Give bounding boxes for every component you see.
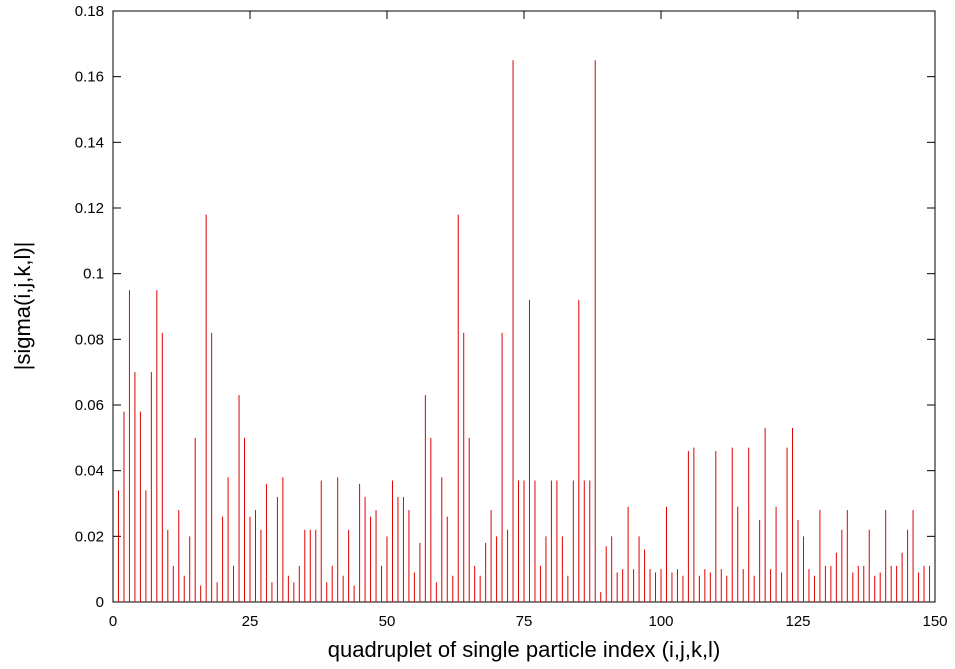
x-tick-label: 100 — [648, 613, 673, 630]
y-tick-label: 0.02 — [75, 528, 104, 545]
y-tick-label: 0.14 — [75, 134, 104, 151]
x-tick-label: 0 — [109, 613, 117, 630]
y-axis-label: |sigma(i,j,k,l)| — [10, 242, 35, 371]
y-tick-label: 0.04 — [75, 463, 104, 480]
x-tick-label: 150 — [922, 613, 947, 630]
x-axis-label: quadruplet of single particle index (i,j… — [328, 637, 721, 662]
x-tick-label: 125 — [785, 613, 810, 630]
y-tick-label: 0.06 — [75, 397, 104, 414]
y-tick-label: 0.1 — [83, 266, 104, 283]
x-tick-label: 25 — [242, 613, 259, 630]
y-tick-label: 0.18 — [75, 3, 104, 20]
y-tick-label: 0.08 — [75, 331, 104, 348]
y-tick-label: 0 — [96, 594, 104, 611]
x-tick-label: 75 — [516, 613, 533, 630]
x-tick-label: 50 — [379, 613, 396, 630]
y-tick-label: 0.12 — [75, 200, 104, 217]
y-tick-label: 0.16 — [75, 69, 104, 86]
